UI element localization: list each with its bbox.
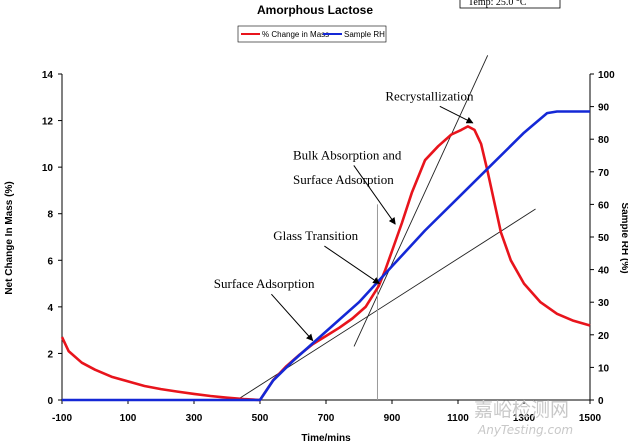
legend: % Change in Mass Sample RH (237, 25, 387, 43)
y-right-tick-label: 30 (598, 298, 610, 309)
x-tick-label: 900 (384, 413, 401, 424)
x-tick-label: 500 (252, 413, 269, 424)
x-tick-label: 300 (186, 413, 203, 424)
y-right-tick-label: 10 (598, 363, 610, 374)
temp-box: Temp: 25.0 °C (459, 0, 561, 9)
annotation-label: Surface Adsorption (214, 276, 315, 291)
y-left-tick-label: 14 (42, 70, 54, 81)
legend-item-rh: Sample RH (344, 30, 385, 39)
y-left-tick-label: 2 (47, 349, 53, 360)
annotation-label: Bulk Absorption and (293, 147, 402, 162)
annotation-arrow (324, 245, 381, 284)
watermark-en: AnyTesting.com (477, 423, 573, 437)
y-right-axis-ticks: 0 10 20 30 40 50 60 70 80 90 100 (590, 70, 615, 407)
annotation-label: Glass Transition (273, 228, 358, 243)
y-right-tick-label: 80 (598, 135, 610, 146)
x-axis-ticks: -100 100 300 500 700 900 1100 1300 1500 (52, 400, 602, 424)
x-tick-label: 1300 (513, 413, 536, 424)
annotation-arrow (353, 165, 396, 225)
y-left-tick-label: 12 (42, 117, 54, 128)
chart-title: Amorphous Lactose (257, 3, 373, 17)
y-left-tick-label: 4 (47, 303, 53, 314)
data-series (60, 110, 591, 402)
y-right-tick-label: 40 (598, 266, 610, 277)
x-tick-label: 700 (318, 413, 335, 424)
y-left-tick-label: 6 (47, 256, 53, 267)
y-right-tick-label: 100 (598, 70, 615, 81)
y-right-tick-label: 90 (598, 103, 610, 114)
x-tick-label: 1500 (579, 413, 602, 424)
y-left-tick-label: 0 (47, 396, 53, 407)
annotation-label: Recrystallization (385, 88, 474, 103)
x-tick-label: -100 (52, 413, 72, 424)
x-tick-label: 1100 (447, 413, 469, 424)
y-left-axis-ticks: 0 2 4 6 8 10 12 14 (42, 70, 62, 407)
x-axis-title: Time/mins (301, 433, 351, 444)
y-right-tick-label: 60 (598, 200, 610, 211)
annotations: Recrystallization Bulk Absorption and Surf… (214, 88, 474, 342)
y-right-tick-label: 0 (598, 396, 604, 407)
y-right-tick-label: 70 (598, 168, 610, 179)
annotation-arrow (271, 293, 314, 342)
watermark-cn: 嘉峪检测网 (474, 399, 569, 421)
y-right-tick-label: 50 (598, 233, 610, 244)
watermark: 嘉峪检测网 AnyTesting.com (474, 399, 573, 437)
y-right-axis-title: Sample RH (%) (619, 202, 628, 273)
x-tick-label: 100 (120, 413, 137, 424)
tangent-line (353, 55, 489, 347)
y-left-tick-label: 8 (47, 210, 53, 221)
series-change-in-mass (60, 125, 591, 402)
legend-item-mass: % Change in Mass (262, 30, 329, 39)
annotation-label: Surface Adsorption (293, 172, 394, 187)
y-right-tick-label: 20 (598, 331, 610, 342)
series-sample-rh (62, 110, 590, 402)
temp-label: Temp: 25.0 °C (468, 0, 527, 8)
annotation-arrow (439, 105, 474, 124)
y-left-tick-label: 10 (42, 163, 54, 174)
y-left-axis-title: Net Change In Mass (%) (4, 181, 15, 294)
